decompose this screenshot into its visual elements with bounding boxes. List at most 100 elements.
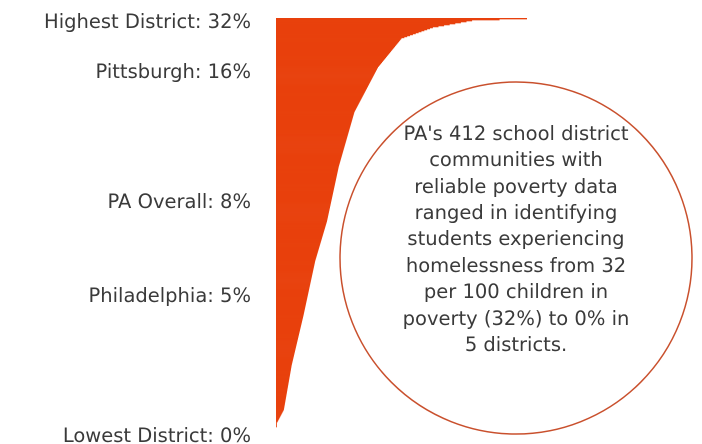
district-bar (276, 226, 326, 228)
district-bar (276, 64, 380, 67)
district-bar (276, 74, 374, 76)
district-bar (276, 143, 346, 145)
district-bar (276, 43, 397, 46)
district-bar (276, 411, 283, 413)
district-bar (276, 161, 340, 164)
district-bar (276, 213, 329, 215)
district-bar (276, 331, 300, 334)
district-bar (276, 412, 283, 414)
district-bar (276, 86, 368, 88)
district-bar (276, 185, 335, 188)
district-bar (276, 172, 338, 175)
district-bar (276, 394, 287, 396)
district-bar (276, 254, 317, 256)
district-bar (276, 273, 313, 275)
callout-line-4: ranged in identifying (415, 201, 618, 224)
district-bar (276, 306, 306, 309)
district-bar (276, 189, 334, 192)
district-bar (276, 282, 311, 284)
district-bar (276, 18, 527, 20)
district-bar (276, 30, 422, 33)
callout-line-8: poverty (32%) to 0% in (403, 307, 630, 330)
district-bar (276, 73, 375, 75)
district-bar (276, 89, 366, 91)
district-bar (276, 383, 289, 385)
district-bar (276, 235, 323, 237)
district-bar (276, 425, 277, 427)
district-bar (276, 102, 360, 104)
district-bar (276, 222, 327, 224)
district-bar (276, 259, 316, 261)
district-bar (276, 144, 346, 146)
district-bar (276, 72, 375, 74)
district-bar (276, 114, 354, 116)
district-bar (276, 414, 282, 416)
district-bar (276, 36, 405, 39)
district-bar (276, 178, 336, 181)
district-bar (276, 182, 336, 185)
district-bar (276, 270, 314, 272)
district-bar (276, 58, 385, 61)
district-bar (276, 132, 349, 134)
callout-line-3: reliable poverty data (414, 175, 618, 198)
district-bar (276, 316, 303, 319)
district-bar (276, 327, 301, 330)
district-bar (276, 21, 461, 24)
district-bar (276, 166, 339, 169)
district-bar (276, 392, 287, 394)
callout-line-7: per 100 children in (424, 280, 608, 303)
district-bar (276, 393, 287, 395)
district-bar (276, 148, 344, 150)
district-bar (276, 113, 354, 115)
callout-text: PA's 412 school district communities wit… (403, 122, 630, 356)
district-bar (276, 229, 325, 231)
district-bar (276, 191, 334, 194)
district-bar (276, 123, 352, 125)
district-bar (276, 126, 351, 128)
district-bar (276, 399, 286, 401)
district-bar (276, 221, 327, 223)
district-bar (276, 23, 450, 26)
district-bar (276, 107, 357, 109)
district-bar (276, 220, 327, 222)
district-bar (276, 201, 332, 203)
district-bar (276, 156, 342, 159)
district-bar (276, 207, 330, 209)
district-bar (276, 417, 280, 419)
district-bar (276, 242, 321, 244)
district-bar (276, 402, 286, 404)
district-bar (276, 211, 329, 213)
district-bar (276, 290, 309, 292)
district-bar (276, 115, 354, 117)
district-bar (276, 128, 350, 130)
district-bar (276, 150, 344, 152)
district-bar (276, 308, 305, 311)
district-bar (276, 53, 389, 56)
district-bar (276, 122, 352, 124)
district-bar (276, 296, 308, 299)
district-bar (276, 368, 291, 370)
district-bar (276, 85, 369, 87)
district-bar (276, 384, 289, 386)
district-bar (276, 419, 279, 421)
district-bar (276, 40, 400, 43)
district-bar (276, 24, 445, 27)
district-bar (276, 263, 315, 265)
district-bar (276, 101, 360, 103)
district-bar (276, 195, 333, 198)
district-bar (276, 223, 327, 225)
district-bar (276, 26, 433, 29)
district-bar (276, 177, 337, 180)
district-bar (276, 181, 336, 184)
district-bar (276, 34, 411, 37)
district-bar (276, 344, 297, 346)
label-pa-overall: PA Overall: 8% (108, 190, 251, 213)
district-bar (276, 99, 361, 101)
district-bar (276, 246, 320, 248)
district-bar (276, 179, 336, 182)
district-bar (276, 375, 290, 377)
district-bar (276, 291, 309, 294)
district-bar (276, 167, 339, 170)
district-bar (276, 131, 349, 133)
